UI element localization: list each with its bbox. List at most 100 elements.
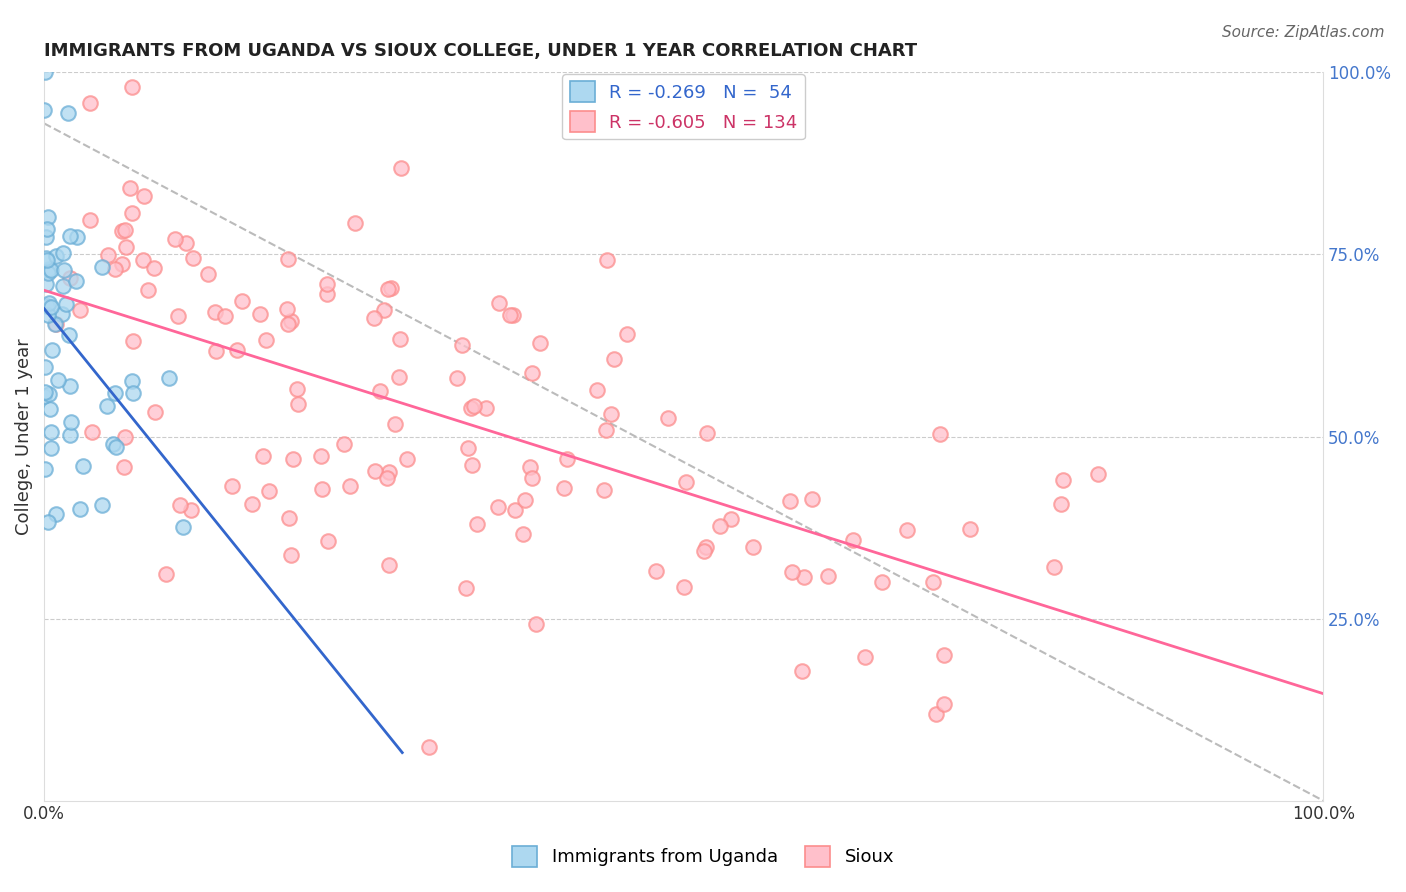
Point <box>51 307 73 321</box>
Point <box>457 441 479 455</box>
Point <box>53 263 76 277</box>
Point <box>32 389 55 403</box>
Point <box>1050 498 1073 512</box>
Point <box>121 80 143 95</box>
Point <box>52 246 75 260</box>
Point <box>343 216 366 230</box>
Point <box>118 181 141 195</box>
Point <box>364 464 387 478</box>
Point <box>465 517 488 532</box>
Point <box>37 210 59 224</box>
Point <box>39 442 62 456</box>
Point <box>672 581 695 595</box>
Point <box>387 370 409 384</box>
Point <box>389 161 412 175</box>
Point <box>34 65 56 79</box>
Point <box>793 570 815 584</box>
Point <box>363 310 385 325</box>
Point <box>39 425 62 439</box>
Point <box>180 502 202 516</box>
Point <box>34 103 56 117</box>
Point <box>34 359 56 374</box>
Point <box>695 540 717 554</box>
Point <box>159 371 181 385</box>
Point <box>231 294 253 309</box>
Point <box>221 479 243 493</box>
Point <box>488 296 510 310</box>
Point <box>513 493 536 508</box>
Point <box>65 274 87 288</box>
Point <box>242 497 264 511</box>
Point <box>38 387 60 401</box>
Point <box>720 512 742 526</box>
Point <box>104 386 127 401</box>
Point <box>79 95 101 110</box>
Point <box>114 240 136 254</box>
Point <box>842 533 865 548</box>
Point <box>599 408 621 422</box>
Point <box>277 317 299 331</box>
Point <box>675 475 697 490</box>
Point <box>45 249 67 263</box>
Point <box>34 462 56 476</box>
Point <box>418 739 440 754</box>
Point <box>278 510 301 524</box>
Point <box>254 333 277 347</box>
Point <box>502 308 524 322</box>
Point <box>451 337 474 351</box>
Point <box>257 484 280 499</box>
Point <box>456 581 478 595</box>
Point <box>59 379 82 393</box>
Point <box>311 449 333 463</box>
Point <box>934 648 956 663</box>
Point <box>339 479 361 493</box>
Point <box>90 260 112 274</box>
Point <box>79 213 101 227</box>
Point <box>155 567 177 582</box>
Point <box>55 297 77 311</box>
Point <box>90 499 112 513</box>
Point <box>742 540 765 554</box>
Point <box>145 405 167 419</box>
Point <box>169 499 191 513</box>
Point <box>111 224 134 238</box>
Point <box>311 482 333 496</box>
Point <box>172 520 194 534</box>
Point <box>373 303 395 318</box>
Point <box>59 427 82 442</box>
Point <box>519 459 541 474</box>
Point <box>132 253 155 268</box>
Point <box>378 465 401 479</box>
Point <box>595 423 617 437</box>
Point <box>181 252 204 266</box>
Point <box>693 544 716 558</box>
Point <box>555 452 578 467</box>
Point <box>276 301 298 316</box>
Legend: Immigrants from Uganda, Sioux: Immigrants from Uganda, Sioux <box>505 838 901 874</box>
Point <box>499 309 522 323</box>
Point <box>388 332 411 346</box>
Point <box>896 523 918 537</box>
Point <box>375 470 398 484</box>
Point <box>463 399 485 413</box>
Point <box>461 458 484 472</box>
Point <box>380 281 402 295</box>
Point <box>377 282 399 296</box>
Point <box>45 317 67 331</box>
Point <box>287 396 309 410</box>
Point <box>252 449 274 463</box>
Point <box>520 366 543 380</box>
Point <box>780 565 803 579</box>
Point <box>39 301 62 315</box>
Point <box>66 230 89 244</box>
Point <box>104 440 127 454</box>
Legend: R = -0.269   N =  54, R = -0.605   N = 134: R = -0.269 N = 54, R = -0.605 N = 134 <box>562 74 804 139</box>
Point <box>111 257 134 271</box>
Point <box>616 326 638 341</box>
Point <box>396 451 419 466</box>
Point <box>316 533 339 548</box>
Point <box>603 351 626 366</box>
Point <box>779 494 801 508</box>
Point <box>37 516 59 530</box>
Point <box>58 271 80 285</box>
